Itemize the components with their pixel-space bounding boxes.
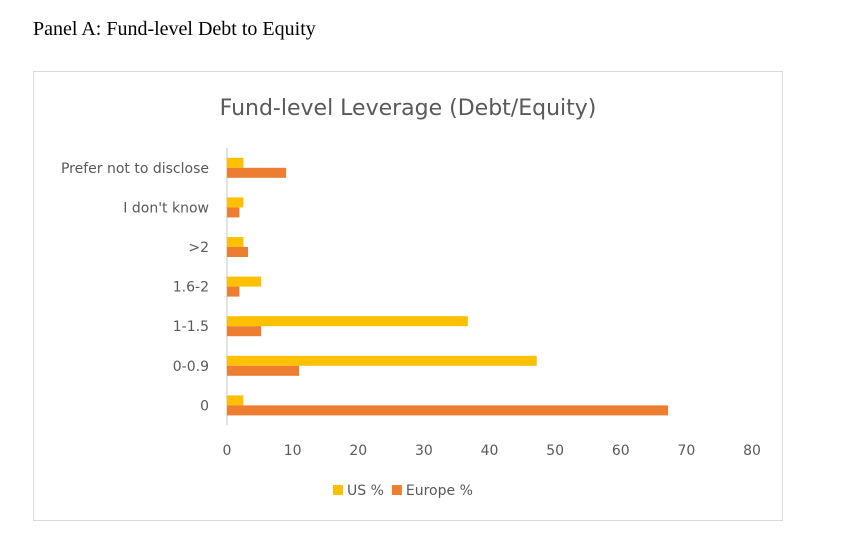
x-tick-label: 30: [415, 443, 433, 459]
bar-europe: [227, 326, 262, 337]
y-tick-label: I don't know: [123, 200, 209, 216]
x-tick-label: 80: [743, 443, 761, 459]
bar-europe: [227, 405, 668, 416]
bar-europe: [227, 167, 287, 178]
bar-europe: [227, 247, 248, 257]
bar-us: [227, 276, 262, 287]
x-tick-label: 70: [677, 443, 695, 459]
legend-label: Europe %: [406, 483, 473, 499]
bar-us: [227, 316, 468, 327]
y-tick-label: 1-1.5: [173, 319, 209, 335]
y-tick-label: Prefer not to disclose: [61, 161, 209, 177]
bar-us: [227, 157, 244, 168]
x-tick-label: 60: [612, 443, 630, 459]
legend-label: US %: [347, 483, 384, 499]
bar-us: [227, 355, 537, 366]
x-tick-label: 50: [546, 443, 564, 459]
y-tick-label: >2: [188, 240, 209, 256]
chart-frame: [33, 71, 783, 521]
bar-us: [227, 197, 244, 208]
y-tick-label: 0: [200, 398, 209, 414]
x-tick-label: 20: [349, 443, 367, 459]
legend-swatch: [333, 485, 343, 495]
bar-europe: [227, 286, 240, 297]
panel-title: Panel A: Fund-level Debt to Equity: [33, 18, 316, 40]
y-tick-label: 1.6-2: [173, 280, 209, 296]
bar-us: [227, 237, 244, 247]
x-tick-label: 10: [284, 443, 302, 459]
bar-europe: [227, 365, 300, 376]
chart-title: Fund-level Leverage (Debt/Equity): [220, 96, 597, 121]
y-tick-label: 0-0.9: [173, 359, 209, 375]
bar-europe: [227, 207, 240, 218]
x-tick-label: 0: [223, 443, 232, 459]
legend-swatch: [391, 485, 402, 495]
bar-us: [227, 395, 244, 406]
x-tick-label: 40: [481, 443, 499, 459]
